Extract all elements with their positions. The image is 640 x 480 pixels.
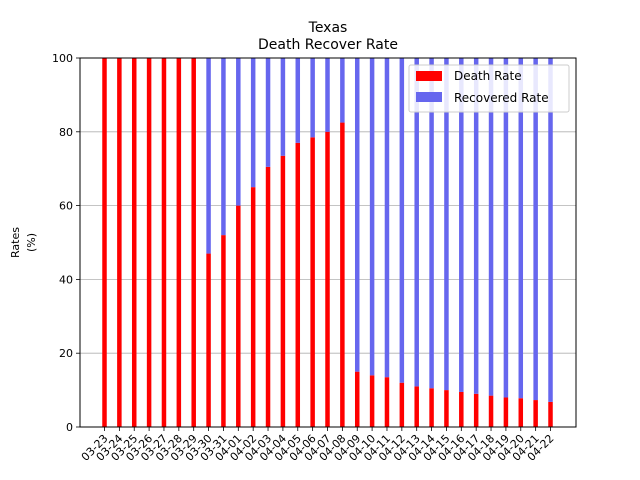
bar-death-rate: [102, 58, 107, 427]
chart-subtitle: Death Recover Rate: [258, 37, 398, 53]
bar-death-rate: [459, 391, 464, 427]
chart-title: Texas: [308, 20, 348, 36]
bar-death-rate: [250, 187, 256, 427]
bar-recovered-rate: [325, 58, 330, 132]
bar-death-rate: [236, 205, 241, 427]
bar-death-rate: [191, 58, 196, 427]
bar-death-rate: [414, 386, 419, 427]
bar-recovered-rate: [206, 58, 211, 254]
bar-death-rate: [384, 377, 390, 427]
bar-recovered-rate: [236, 58, 241, 206]
legend: Death Rate Recovered Rate: [408, 64, 570, 113]
bar-recovered-rate: [414, 58, 419, 387]
legend-box: [408, 64, 570, 113]
x-axis: 03-2303-2403-2503-2603-2703-2803-2903-30…: [79, 427, 557, 464]
bar-recovered-rate: [548, 58, 553, 402]
y-axis-label-line1: Rates: [9, 227, 22, 258]
bar-recovered-rate: [221, 58, 226, 236]
bar-recovered-rate: [265, 58, 271, 167]
y-tick-label: 60: [59, 200, 73, 213]
bar-recovered-rate: [473, 58, 479, 394]
bar-death-rate: [488, 395, 494, 427]
bar-death-rate: [340, 122, 345, 427]
bar-recovered-rate: [354, 58, 360, 372]
bar-death-rate: [444, 390, 449, 427]
plot-frame: [79, 57, 577, 428]
bar-death-rate: [146, 58, 152, 427]
bar-death-rate: [117, 58, 122, 427]
bar-death-rate: [161, 58, 167, 427]
bar-death-rate: [221, 235, 226, 427]
bar-death-rate: [295, 142, 301, 427]
bar-death-rate: [265, 166, 271, 428]
bar-recovered-rate: [488, 58, 494, 396]
bar-recovered-rate: [533, 58, 538, 401]
bar-recovered-rate: [280, 58, 286, 156]
bar-recovered-rate: [310, 58, 315, 138]
bar-death-rate: [533, 400, 538, 427]
bar-recovered-rate: [518, 58, 524, 399]
bar-death-rate: [548, 401, 553, 427]
y-tick-label: 40: [59, 273, 73, 286]
bar-death-rate: [354, 371, 360, 427]
bar-recovered-rate: [459, 58, 464, 392]
legend-label-death: Death Rate: [454, 69, 522, 83]
bar-death-rate: [310, 137, 315, 427]
bar-recovered-rate: [384, 58, 390, 378]
bar-recovered-rate: [444, 58, 449, 391]
bars: [102, 58, 553, 428]
y-tick-label: 100: [52, 52, 73, 65]
bar-recovered-rate: [340, 58, 345, 123]
bar-recovered-rate: [250, 58, 256, 188]
y-tick-label: 20: [59, 347, 73, 360]
bar-recovered-rate: [503, 58, 509, 398]
bar-death-rate: [131, 58, 137, 427]
bar-death-rate: [280, 155, 286, 427]
legend-label-recovered: Recovered Rate: [454, 91, 549, 105]
bar-death-rate: [518, 398, 524, 427]
bar-recovered-rate: [369, 58, 375, 376]
y-tick-label: 80: [59, 126, 73, 139]
bar-recovered-rate: [295, 58, 301, 143]
bar-death-rate: [369, 375, 375, 427]
bar-death-rate: [429, 388, 434, 427]
legend-swatch-death: [416, 71, 442, 81]
bar-death-rate: [399, 382, 405, 427]
legend-swatch-recovered: [416, 92, 442, 102]
bar-recovered-rate: [399, 58, 405, 383]
y-axis: 0 20 40 60 80 100: [52, 52, 80, 434]
y-axis-label-line2: (%): [25, 233, 38, 252]
bar-recovered-rate: [429, 58, 434, 389]
bar-death-rate: [206, 253, 211, 427]
bar-death-rate: [473, 393, 479, 427]
y-tick-label: 0: [66, 421, 73, 434]
bar-death-rate: [503, 397, 509, 427]
bar-death-rate: [176, 58, 182, 427]
bar-death-rate: [325, 131, 330, 428]
